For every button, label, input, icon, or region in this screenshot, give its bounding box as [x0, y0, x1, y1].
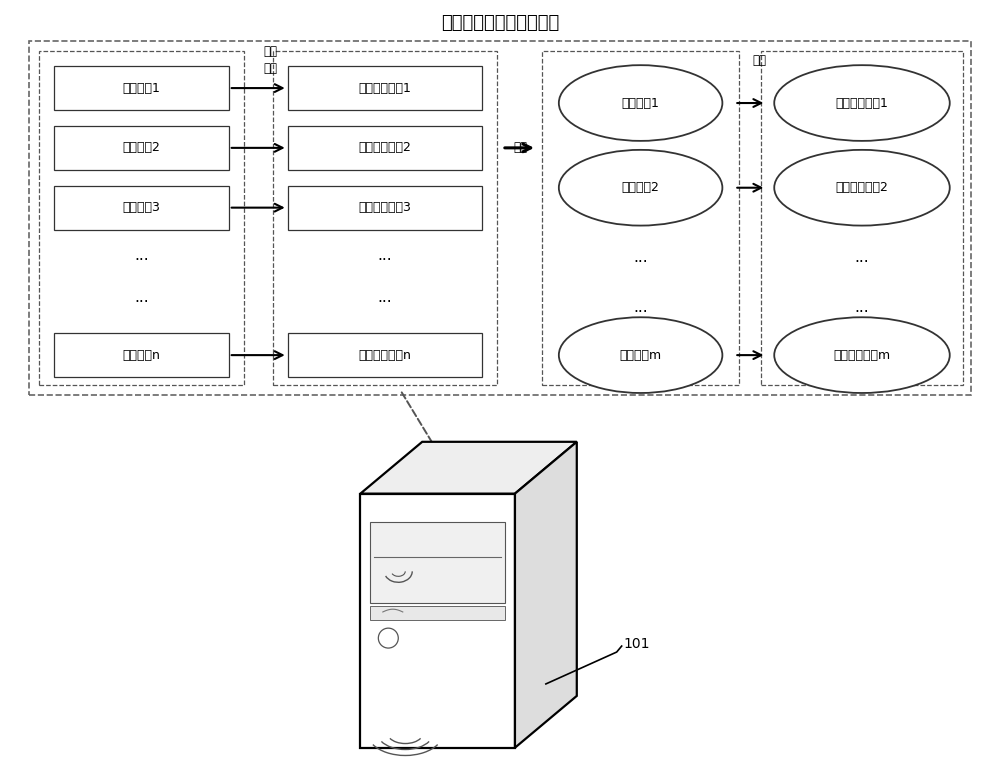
Text: ...: ... — [378, 248, 392, 263]
Text: ...: ... — [134, 290, 149, 305]
Polygon shape — [360, 493, 515, 747]
Bar — [370, 606, 505, 620]
Text: ...: ... — [134, 248, 149, 263]
Text: 颜色分布特征3: 颜色分布特征3 — [358, 201, 411, 214]
Text: 应用图像1: 应用图像1 — [123, 82, 160, 95]
Text: 应用图像n: 应用图像n — [123, 349, 160, 361]
Ellipse shape — [774, 65, 950, 141]
Text: ...: ... — [855, 300, 869, 315]
Bar — [54, 333, 229, 377]
Text: 应用图像2: 应用图像2 — [123, 141, 160, 155]
Ellipse shape — [559, 150, 722, 225]
Text: ...: ... — [633, 250, 648, 265]
Bar — [273, 51, 497, 385]
Circle shape — [378, 628, 398, 648]
Text: 图像集合m: 图像集合m — [620, 349, 662, 361]
Bar — [542, 51, 739, 385]
Bar — [39, 51, 244, 385]
Text: 图像集合1: 图像集合1 — [622, 96, 660, 110]
Ellipse shape — [774, 317, 950, 393]
Bar — [370, 521, 505, 603]
Text: 颜色分布特征1: 颜色分布特征1 — [358, 82, 411, 95]
Text: 图像识别模型2: 图像识别模型2 — [836, 181, 888, 194]
Bar — [54, 66, 229, 110]
Bar — [29, 41, 971, 395]
Bar — [54, 126, 229, 170]
Text: 图像识别模型m: 图像识别模型m — [833, 349, 891, 361]
Text: ...: ... — [633, 300, 648, 315]
Ellipse shape — [774, 150, 950, 225]
Bar — [288, 126, 482, 170]
Text: 图像识别模型1: 图像识别模型1 — [836, 96, 888, 110]
Ellipse shape — [559, 317, 722, 393]
Text: 特征
确定: 特征 确定 — [264, 45, 278, 75]
Text: 训练: 训练 — [752, 54, 766, 67]
Text: 聚类: 聚类 — [513, 141, 527, 155]
Text: 颜色分布特征2: 颜色分布特征2 — [358, 141, 411, 155]
Text: 颜色分布特征n: 颜色分布特征n — [358, 349, 411, 361]
Bar — [54, 186, 229, 229]
Bar — [288, 66, 482, 110]
Polygon shape — [360, 442, 577, 493]
Ellipse shape — [559, 65, 722, 141]
Bar — [288, 186, 482, 229]
Polygon shape — [515, 442, 577, 747]
Text: ...: ... — [855, 250, 869, 265]
Text: 101: 101 — [624, 637, 650, 651]
Text: 图像识别模型的训练方法: 图像识别模型的训练方法 — [441, 14, 559, 33]
Bar — [288, 333, 482, 377]
Text: ...: ... — [378, 290, 392, 305]
Text: 图像集合2: 图像集合2 — [622, 181, 660, 194]
Bar — [761, 51, 963, 385]
Text: 应用图像3: 应用图像3 — [123, 201, 160, 214]
